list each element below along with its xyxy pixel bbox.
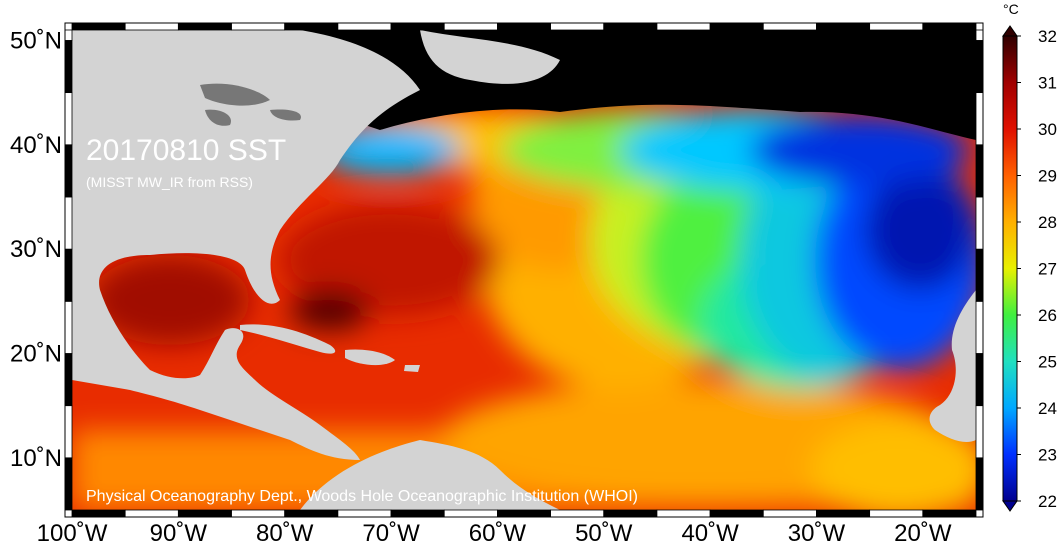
frame-segment-right [975, 29, 984, 41]
frame-segment-right [975, 457, 984, 511]
frame-segment-left [64, 40, 73, 94]
frame-segment-right [975, 353, 984, 407]
frame-segment-bottom [869, 509, 924, 518]
frame-segment-bottom [231, 509, 286, 518]
colorbar-tick-label: 28 [1038, 213, 1057, 232]
frame-segment-left [64, 29, 73, 41]
frame-border [64, 22, 984, 518]
colorbar-tick-label: 27 [1038, 260, 1057, 279]
colorbar-tick-label: 29 [1038, 167, 1057, 186]
frame-segment-right [975, 405, 984, 459]
longitude-tick-label: 30˚W [788, 520, 846, 546]
colorbar-tick-label: 30 [1038, 120, 1057, 139]
frame-segment-bottom [71, 509, 126, 518]
frame-segment-top [124, 22, 179, 31]
map-subtitle: (MISST MW_IR from RSS) [86, 174, 253, 190]
frame-segment-left [64, 144, 73, 198]
longitude-tick-label: 80˚W [256, 520, 314, 546]
longitude-tick-label: 90˚W [150, 520, 208, 546]
frame-segment-top [337, 22, 392, 31]
frame-segment-top [603, 22, 658, 31]
frame-segment-top [550, 22, 605, 31]
frame-segment-bottom [443, 509, 498, 518]
colorbar-gradient [1002, 35, 1018, 502]
colorbar-tick-label: 25 [1038, 353, 1057, 372]
frame-segment-bottom [762, 509, 817, 518]
longitude-tick-label: 70˚W [362, 520, 420, 546]
frame-segment-bottom [497, 509, 551, 518]
frame-segment-left [64, 92, 73, 146]
frame-segment-right [975, 92, 984, 146]
longitude-tick-label: 50˚W [575, 520, 633, 546]
latitude-tick-label: 40˚N [10, 132, 62, 159]
frame-segment-top [231, 22, 286, 31]
longitude-tick-label: 40˚W [681, 520, 739, 546]
latitude-tick-label: 10˚N [10, 445, 62, 472]
colorbar-tick-label: 23 [1038, 446, 1057, 465]
longitude-axis-labels: 100˚W 90˚W 80˚W 70˚W 60˚W 50˚W 40˚W 30˚W 20˚W [37, 520, 952, 546]
colorbar-tick-label: 31 [1038, 74, 1057, 93]
frame-segment-bottom [284, 509, 339, 518]
frame-segment-left [64, 196, 73, 250]
colorbar-min-arrow [1002, 500, 1018, 512]
frame-segment-bottom [550, 509, 605, 518]
latitude-tick-label: 50˚N [10, 27, 62, 54]
frame-segment-top [762, 22, 817, 31]
colorbar: °C 22 23 24 25 26 27 28 29 30 31 32 [1002, 1, 1057, 512]
longitude-tick-label: 60˚W [469, 520, 527, 546]
longitude-tick-label: 20˚W [894, 520, 952, 546]
colorbar-tick-label: 22 [1038, 492, 1057, 511]
colorbar-ticks: 22 23 24 25 26 27 28 29 30 31 32 [1017, 27, 1057, 511]
frame-segment-top [869, 22, 924, 31]
frame-segment-right [975, 248, 984, 302]
map-frame [64, 22, 984, 518]
frame-segment-left [64, 248, 73, 302]
frame-segment-left [64, 405, 73, 459]
latitude-axis-labels: 50˚N 40˚N 30˚N 20˚N 10˚N [10, 27, 62, 471]
frame-segment-top [709, 22, 764, 31]
frame-segment-left [64, 300, 73, 354]
frame-segment-bottom [656, 509, 711, 518]
frame-segment-bottom [922, 509, 977, 518]
frame-segment-bottom [390, 509, 445, 518]
frame-segment-right [975, 196, 984, 250]
frame-segment-right [975, 40, 984, 94]
frame-segment-left [64, 457, 73, 511]
latitude-tick-label: 30˚N [10, 236, 62, 263]
latitude-tick-label: 20˚N [10, 340, 62, 367]
frame-segment-bottom [124, 509, 179, 518]
frame-segment-top [922, 22, 977, 31]
frame-segment-right [975, 300, 984, 354]
frame-segment-right [975, 144, 984, 198]
frame-segment-bottom [177, 509, 232, 518]
frame-segment-bottom [337, 509, 392, 518]
frame-segment-bottom [709, 509, 764, 518]
colorbar-tick-label: 32 [1038, 27, 1057, 46]
frame-segment-top [816, 22, 871, 31]
colorbar-tick-label: 26 [1038, 306, 1057, 325]
colorbar-unit: °C [1003, 1, 1019, 17]
colorbar-max-arrow [1002, 25, 1018, 37]
frame-segment-bottom [603, 509, 658, 518]
frame-segment-top [497, 22, 551, 31]
frame-segment-left [64, 353, 73, 407]
longitude-tick-label: 100˚W [37, 520, 108, 546]
map-credit: Physical Oceanography Dept., Woods Hole … [86, 488, 638, 505]
frame-segment-top [177, 22, 232, 31]
sst-field [72, 30, 976, 510]
map-title: 20170810 SST [86, 134, 286, 167]
frame-segment-top [284, 22, 339, 31]
frame-segment-top [390, 22, 445, 31]
frame-segment-top [656, 22, 711, 31]
colorbar-tick-label: 24 [1038, 399, 1057, 418]
frame-segment-top [443, 22, 498, 31]
frame-segment-bottom [816, 509, 871, 518]
frame-segment-top [71, 22, 126, 31]
